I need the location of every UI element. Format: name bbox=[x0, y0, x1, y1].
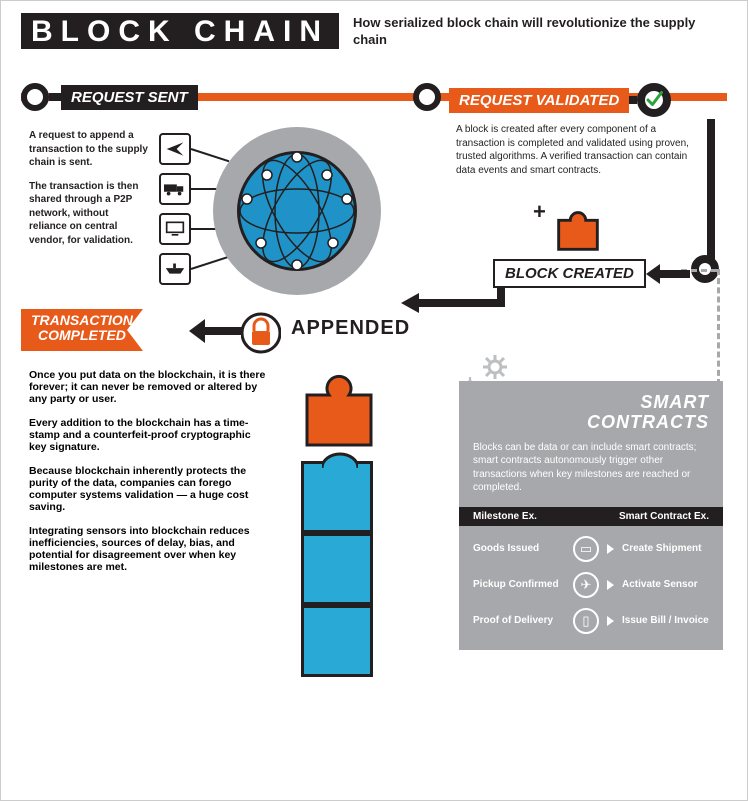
stage-transaction-completed: TRANSACTION COMPLETED bbox=[21, 309, 143, 351]
computer-icon bbox=[159, 213, 191, 245]
flag-notch bbox=[127, 309, 143, 351]
mid-node bbox=[413, 83, 441, 111]
milestone-cell: Proof of Delivery bbox=[473, 615, 565, 626]
smart-contracts-row: Goods Issued ▭ Create Shipment bbox=[473, 536, 709, 562]
para: The transaction is then shared through a… bbox=[29, 180, 149, 248]
smart-contracts-panel: SMART CONTRACTS Blocks can be data or ca… bbox=[459, 381, 723, 650]
transport-icon-column bbox=[159, 133, 191, 285]
lock-graphic bbox=[241, 311, 281, 360]
col-header: Smart Contract Ex. bbox=[619, 511, 709, 522]
transaction-completed-text: Once you put data on the blockchain, it … bbox=[29, 369, 269, 585]
smart-contracts-body: Blocks can be data or can include smart … bbox=[473, 441, 709, 495]
para: A request to append a transaction to the… bbox=[29, 129, 149, 170]
action-cell: Create Shipment bbox=[622, 543, 701, 554]
block-cube bbox=[301, 605, 373, 677]
main-title: BLOCK CHAIN bbox=[21, 13, 339, 49]
para: Every addition to the blockchain has a t… bbox=[29, 417, 269, 453]
milestone-cell: Goods Issued bbox=[473, 543, 565, 554]
arrow-connector bbox=[401, 283, 511, 333]
globe-graphic bbox=[213, 127, 381, 295]
truck-icon bbox=[159, 173, 191, 205]
smart-contracts-header-row: Milestone Ex. Smart Contract Ex. bbox=[459, 507, 723, 526]
plane-icon: ✈ bbox=[573, 572, 599, 598]
label-line: COMPLETED bbox=[31, 328, 133, 343]
gear-icon bbox=[483, 355, 507, 384]
title-line: SMART bbox=[640, 392, 709, 412]
title-line: CONTRACTS bbox=[587, 412, 709, 432]
vertical-connector bbox=[707, 119, 715, 267]
smart-contracts-row: Proof of Delivery ▯ Issue Bill / Invoice bbox=[473, 608, 709, 634]
action-cell: Issue Bill / Invoice bbox=[622, 615, 709, 626]
globe-sphere bbox=[237, 151, 357, 271]
smart-contracts-title: SMART CONTRACTS bbox=[473, 393, 709, 433]
stage-label-box: TRANSACTION COMPLETED bbox=[21, 309, 143, 351]
label-line: TRANSACTION bbox=[31, 313, 133, 328]
stage-appended-label: APPENDED bbox=[291, 317, 410, 340]
smart-contracts-row: Pickup Confirmed ✈ Activate Sensor bbox=[473, 572, 709, 598]
connector bbox=[660, 270, 690, 278]
stage-label-text: REQUEST VALIDATED bbox=[449, 88, 629, 113]
plus-symbol: + bbox=[533, 199, 546, 225]
arrow-head-left bbox=[646, 264, 660, 284]
action-cell: Activate Sensor bbox=[622, 579, 698, 590]
ship-icon bbox=[159, 253, 191, 285]
stage-label-text: REQUEST SENT bbox=[61, 85, 198, 110]
globe-outer-ring bbox=[213, 127, 381, 295]
connector bbox=[201, 327, 243, 335]
phone-icon: ▯ bbox=[573, 608, 599, 634]
para: Once you put data on the blockchain, it … bbox=[29, 369, 269, 405]
arrow-right-icon bbox=[607, 544, 614, 554]
para: Integrating sensors into blockchain redu… bbox=[29, 525, 269, 573]
stage-label-text: BLOCK CREATED bbox=[493, 259, 646, 288]
connector bbox=[49, 93, 61, 101]
request-sent-text: A request to append a transaction to the… bbox=[29, 129, 149, 257]
request-validated-text: A block is created after every component… bbox=[456, 123, 701, 177]
puzzle-piece-appending bbox=[303, 369, 375, 449]
checkmark-icon bbox=[645, 85, 663, 115]
arrow-right-icon bbox=[607, 616, 614, 626]
stage-request-sent: REQUEST SENT bbox=[21, 83, 198, 111]
node-ring bbox=[21, 83, 49, 111]
subtitle: How serialized block chain will revoluti… bbox=[353, 13, 727, 49]
block-cube bbox=[301, 533, 373, 605]
stage-request-validated: REQUEST VALIDATED bbox=[449, 83, 671, 117]
puzzle-piece-orange bbox=[549, 201, 607, 259]
arrow-right-icon bbox=[607, 580, 614, 590]
package-icon: ▭ bbox=[573, 536, 599, 562]
node-ring bbox=[413, 83, 441, 111]
plane-icon bbox=[159, 133, 191, 165]
arrow-head-left bbox=[189, 319, 205, 343]
block-stack bbox=[301, 461, 373, 677]
checkmark-ring bbox=[637, 83, 671, 117]
infographic-page: BLOCK CHAIN How serialized block chain w… bbox=[0, 0, 748, 801]
milestone-cell: Pickup Confirmed bbox=[473, 579, 565, 590]
stage-block-created: BLOCK CREATED bbox=[493, 259, 690, 288]
para: Because blockchain inherently protects t… bbox=[29, 465, 269, 513]
col-header: Milestone Ex. bbox=[473, 511, 537, 522]
block-cube bbox=[301, 461, 373, 533]
connector bbox=[629, 96, 637, 104]
header: BLOCK CHAIN How serialized block chain w… bbox=[21, 13, 727, 49]
dashed-connector bbox=[717, 269, 720, 385]
